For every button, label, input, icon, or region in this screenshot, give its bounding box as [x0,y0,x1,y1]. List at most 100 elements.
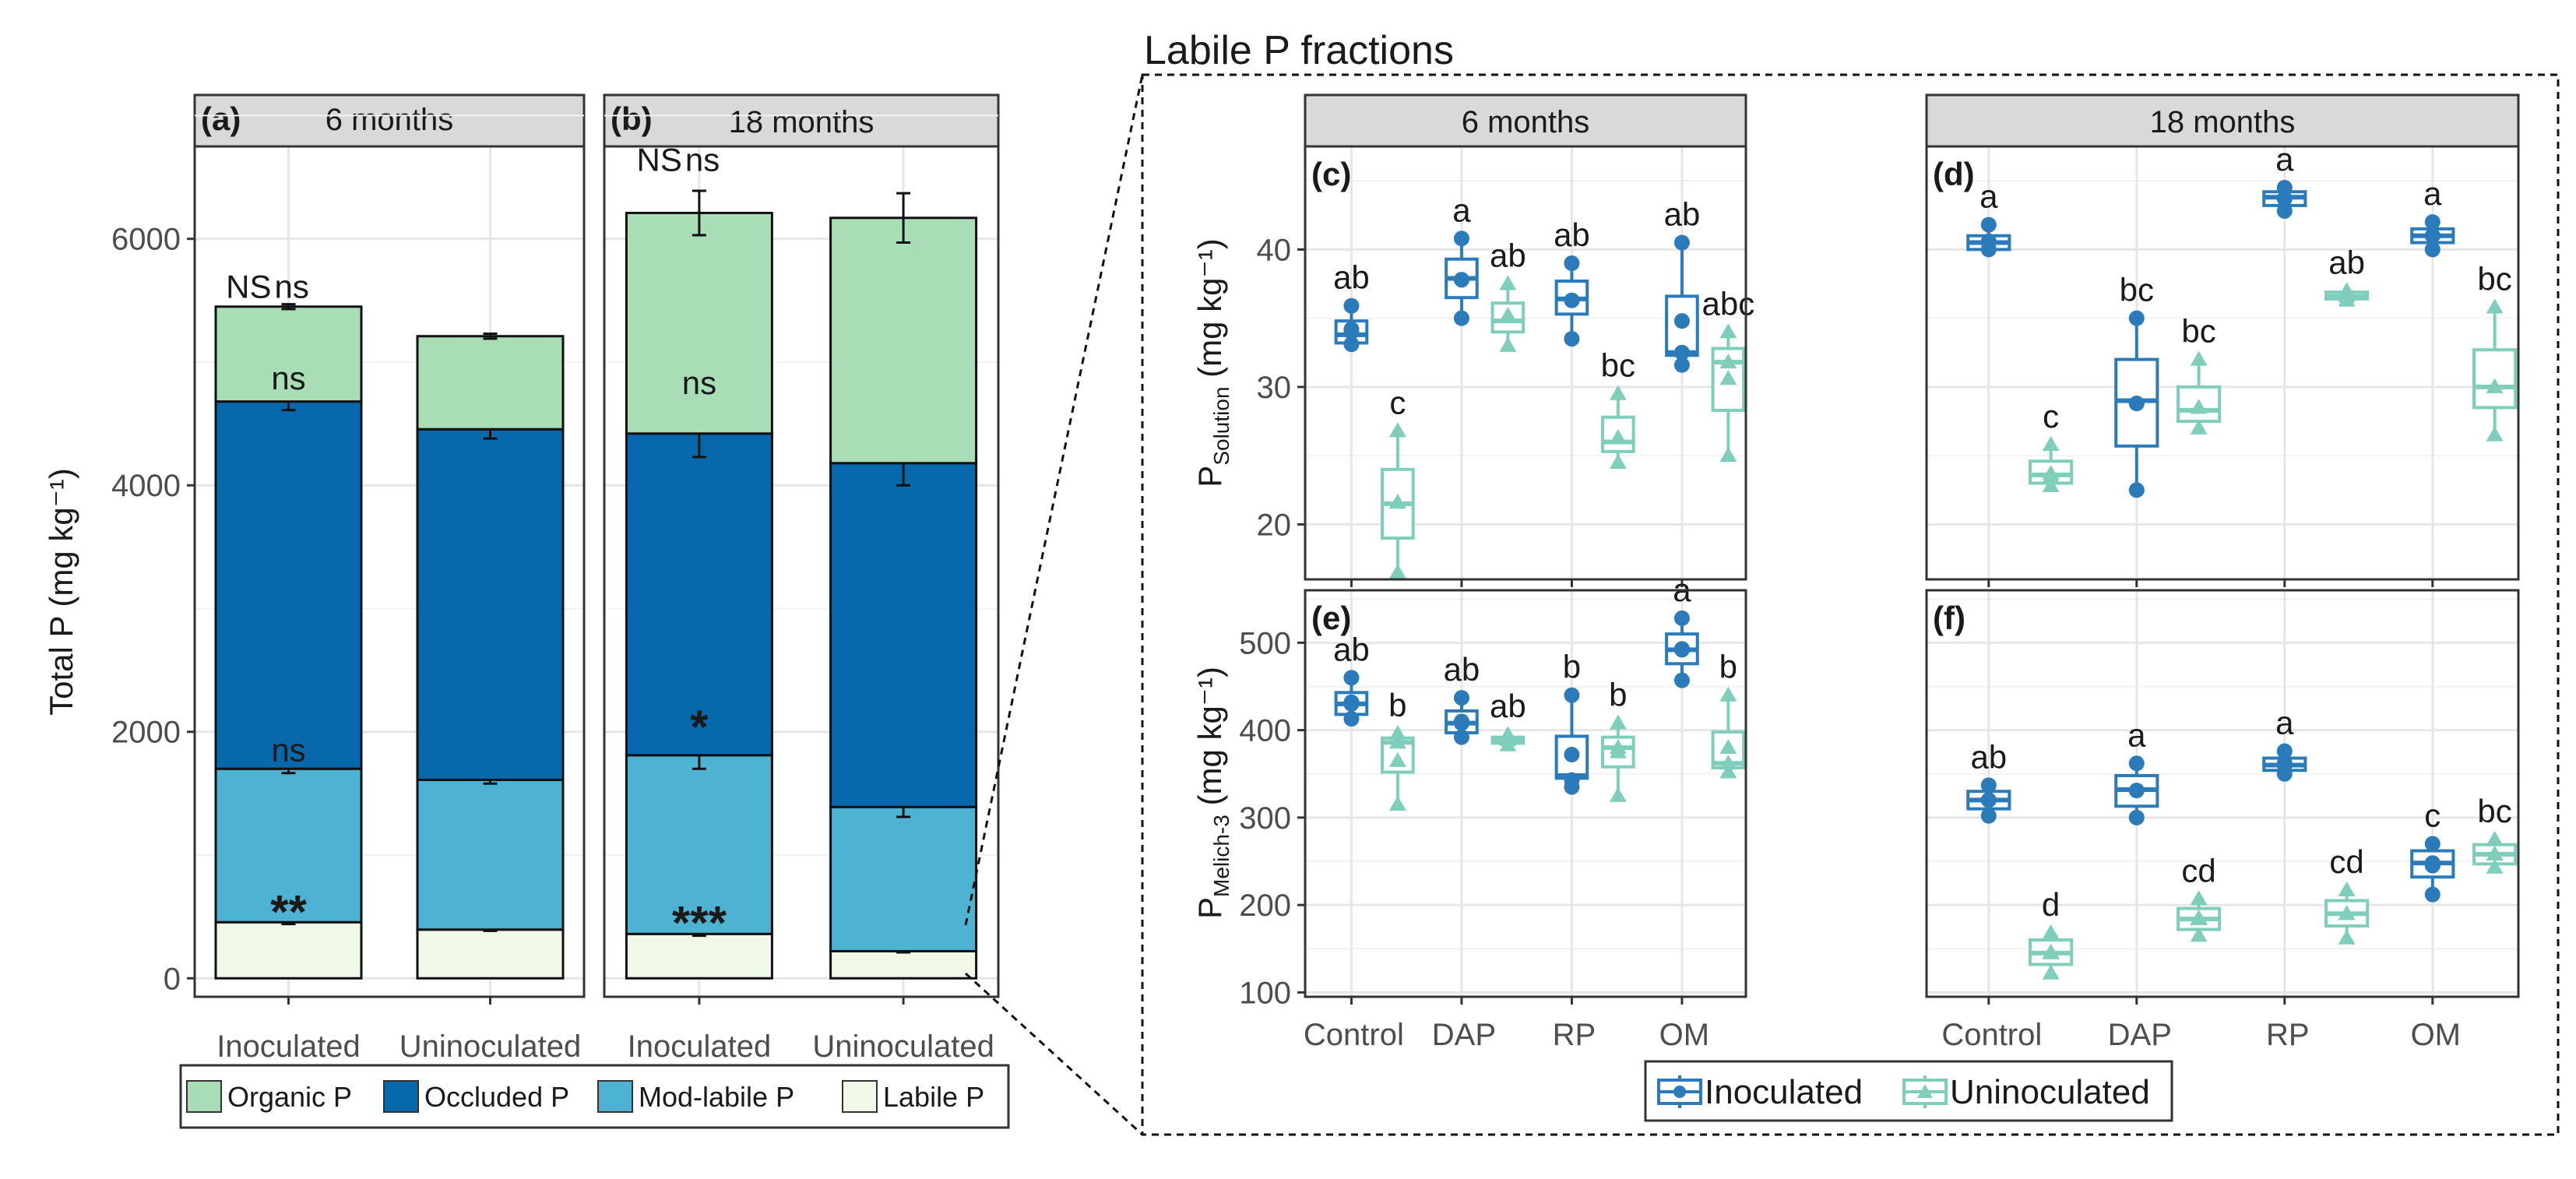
group-letter: a [2423,175,2442,212]
point-inoculated [2128,310,2145,326]
panel-e: abbControlababDAPbbRPabOM100200300400500… [1191,572,1747,1052]
mean-uninoculated [2338,905,2356,920]
point-uninoculated [2042,436,2060,452]
y-tick-label: 500 [1239,626,1291,660]
mean-inoculated [1564,747,1580,763]
x-tick-label: RP [2266,1018,2310,1052]
x-tick-label: Inoculated [216,1029,361,1064]
mean-uninoculated [2486,846,2504,861]
labile-title: Labile P fractions [1144,28,1454,73]
point-uninoculated [1719,755,1737,770]
bar-occluded-p-uninoculated [829,462,978,808]
group-letter: b [1609,677,1627,713]
mean-uninoculated [1719,739,1737,755]
point-inoculated [1453,729,1469,745]
mean-uninoculated [1499,730,1517,746]
group-letter: cd [2329,843,2363,880]
point-inoculated [2276,743,2293,759]
legend-label-labile-p: Labile P [883,1081,984,1113]
panel-c-border [1304,145,1747,581]
point-inoculated [1343,297,1360,314]
group-letter: ab [1490,238,1526,274]
group-letter: d [2042,886,2060,923]
zoom-line-bottom [964,972,1144,1136]
significance-label: ns [682,364,716,401]
mean-inoculated [2424,857,2441,874]
point-uninoculated [2486,858,2504,874]
panel-c-strip [1304,93,1747,148]
group-letter: c [1389,384,1406,421]
panel-d-strip-label: 18 months [2150,105,2296,139]
group-letter: ab [1970,738,2007,775]
point-inoculated [1343,336,1360,353]
point-uninoculated [1388,564,1406,579]
bar-organic-p-uninoculated [829,216,978,465]
panel-a: 6 months (a) Inoculated Uninoculated 0 2000… [43,93,586,1064]
mean-inoculated [1453,272,1469,288]
group-letter: b [1563,649,1581,685]
group-letter: ab [2328,244,2365,280]
mean-inoculated [1980,792,1997,808]
x-tick-label: DAP [1432,1018,1496,1052]
group-letter: bc [2477,261,2511,297]
point-inoculated [1673,357,1690,373]
panel-d-strip [1925,93,2520,148]
point-inoculated [1453,310,1469,326]
group-letter: a [1980,178,1998,215]
group-letter: bc [2120,272,2154,308]
panel-f-tag: (f) [1933,600,1965,636]
bar-organic-p-uninoculated [416,335,565,431]
x-tick-label: Control [1941,1018,2042,1052]
point-uninoculated [1388,796,1406,811]
panel-b-tag: (b) [611,100,653,137]
bar-mod-labile-p-uninoculated [829,805,978,952]
panel-c-strip-label: 6 months [1462,105,1590,139]
point-inoculated [1980,777,1997,794]
group-letter: bc [2181,313,2215,350]
legend-key-organic-p [186,1080,222,1113]
bar-occluded-p-inoculated [214,400,363,770]
group-letter: bc [1601,347,1635,384]
point-inoculated [1564,772,1580,788]
panel-a-border [193,145,586,998]
point-uninoculated [2190,419,2208,435]
bar-organic-p-inoculated [625,211,773,435]
box-legend: Inoculated Uninoculated [1644,1060,2173,1122]
group-letter: ab [1664,196,1701,233]
point-uninoculated [1719,447,1737,463]
y-tick-label: 400 [1239,714,1291,748]
point-uninoculated [2190,927,2208,942]
point-inoculated [2128,755,2145,772]
y-tick-label: 2000 [111,716,181,750]
group-letter: ab [1333,631,1370,667]
mean-uninoculated [1609,743,1627,758]
point-uninoculated [1388,422,1406,438]
point-inoculated [1343,670,1360,686]
mean-inoculated [2128,396,2145,412]
point-uninoculated [2338,929,2356,945]
group-letter: ab [1444,651,1480,688]
bar-labile-p-uninoculated [416,928,565,980]
y-tick-label: 6000 [111,223,181,257]
y-tick-label: 200 [1239,889,1291,923]
group-letter: ab [1554,216,1590,253]
significance-label: NS [226,269,271,305]
y-tick-label: 4000 [111,469,181,503]
y-tick-label: 30 [1257,371,1292,405]
mean-uninoculated [2042,943,2060,959]
y-axis-label-total-p: Total P (mg kg⁻¹) [43,468,79,716]
panel-f: ab d Control a cd DAP a cd RP c bc OM (f) [1925,589,2520,1052]
point-uninoculated [1609,385,1627,400]
mean-uninoculated [1719,370,1737,385]
mean-inoculated [1453,713,1469,730]
x-tick-label: OM [2411,1018,2461,1052]
significance-label: ns [271,732,305,769]
y-tick-label: 40 [1257,233,1292,267]
x-tick-label: Uninoculated [399,1029,582,1064]
group-letter: ab [1333,259,1370,296]
bar-occluded-p-inoculated [625,432,773,757]
